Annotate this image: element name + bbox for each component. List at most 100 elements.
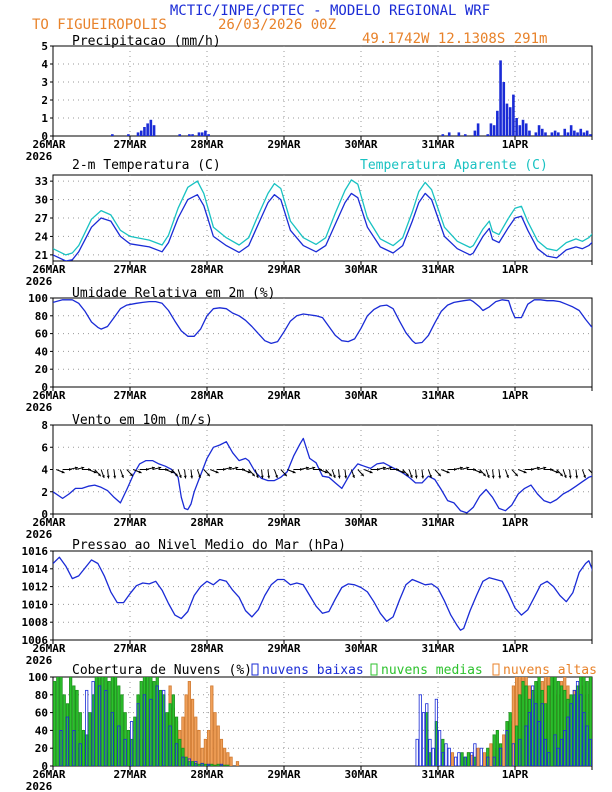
wind-arrow-head [97, 473, 101, 477]
model-title: MCTIC/INPE/CPTEC - MODELO REGIONAL WRF [170, 3, 490, 19]
mid-cloud-bar [223, 764, 227, 766]
y-tick-label: 1 [41, 112, 48, 125]
x-tick-label: 1APR [502, 389, 529, 402]
wind-arrow-head [429, 475, 432, 478]
low-cloud-bar [434, 698, 439, 766]
precip-bar [473, 130, 477, 136]
wind-arrow-head [498, 475, 502, 479]
station-coordinates: 49.1742W 12.1308S 291m [362, 31, 547, 47]
x-tick-label: 29MAR [267, 768, 300, 781]
low-cloud-bar [78, 743, 82, 766]
wind-arrow-head [543, 466, 547, 470]
precip-bar [589, 134, 592, 136]
y-tick-label: 1012 [22, 581, 49, 594]
run-time: 26/03/2026 00Z [218, 17, 336, 33]
precip-bar [569, 125, 573, 136]
wind-arrow-head [568, 475, 572, 479]
y-tick-label: 27 [35, 212, 48, 225]
precip-bar [534, 132, 538, 136]
low-cloud-bar [85, 689, 89, 766]
x-tick-label: 1APR [502, 642, 529, 655]
x-year-label: 2026 [26, 275, 53, 288]
legend-mid-clouds: nuvens medias [381, 663, 483, 678]
wind-arrow-head [482, 473, 486, 477]
high-cloud-bar [235, 761, 240, 766]
x-tick-label: 27MAR [113, 138, 146, 151]
low-cloud-bar [162, 689, 166, 766]
mid-cloud-bar [197, 763, 201, 766]
x-tick-label: 29MAR [267, 389, 300, 402]
mid-cloud-bar [152, 681, 156, 766]
high-cloud-bar [197, 730, 201, 766]
high-cloud-bar [203, 738, 207, 766]
precip-bar [540, 128, 544, 136]
x-tick-label: 31MAR [421, 642, 454, 655]
wind-arrow-head [151, 466, 155, 470]
high-cloud-bar [200, 747, 204, 766]
legend-high-clouds-swatch [492, 663, 500, 676]
wind-arrow-head [478, 470, 482, 474]
x-tick-label: 28MAR [190, 138, 223, 151]
precip-bar [550, 132, 554, 136]
x-tick-label: 31MAR [421, 768, 454, 781]
high-cloud-bar [184, 694, 188, 766]
panel-2: 21 24 27 30 33 26MAR 27MAR 28MAR 29MAR 30MAR 31MAR… [26, 158, 593, 288]
mid-cloud-bar [81, 730, 86, 766]
y-tick-label: 100 [28, 292, 48, 305]
low-cloud-bar [110, 712, 114, 766]
low-cloud-bar [97, 685, 102, 766]
high-cloud-bar [476, 747, 480, 766]
y-tick-label: 100 [28, 671, 48, 684]
apparent-temp-legend: Temperatura Aparente (C) [360, 158, 548, 173]
wind-arrow-head [292, 470, 296, 474]
wind-arrow-head [352, 475, 355, 478]
low-cloud-bar [563, 730, 567, 766]
wind-arrow-head [369, 470, 373, 474]
x-tick-label: 27MAR [113, 516, 146, 529]
low-cloud-bar [579, 694, 583, 766]
low-cloud-bar [444, 743, 448, 766]
x-tick-label: 31MAR [421, 263, 454, 276]
x-tick-label: 29MAR [267, 263, 300, 276]
mid-cloud-bar [139, 681, 143, 766]
x-tick-label: 27MAR [113, 768, 146, 781]
mid-cloud-bar [126, 730, 130, 766]
low-cloud-bar [553, 734, 557, 766]
low-cloud-bar [569, 703, 573, 766]
precip-bar [127, 134, 130, 136]
mid-cloud-bar [107, 681, 111, 766]
y-tick-label: 60 [35, 707, 48, 720]
wind-arrow-head [591, 475, 592, 476]
wind-arrow-head [101, 475, 105, 478]
high-cloud-bar [187, 681, 191, 766]
wind-arrow-head [93, 470, 97, 474]
panels: 0 1 2 3 4 5 26MAR 27MAR 28MAR 29MAR 30MAR 31MAR 1APR… [22, 34, 597, 792]
x-tick-label: 30MAR [344, 516, 377, 529]
high-cloud-bar [515, 677, 519, 766]
precip-bar [476, 123, 480, 136]
wind-arrow-head [583, 475, 586, 478]
wind-arrow [588, 469, 592, 474]
wind-arrow-head [275, 475, 278, 478]
low-cloud-bar [104, 689, 108, 766]
wind-arrow-head [183, 475, 187, 479]
wind-arrow-head [466, 466, 470, 470]
panel-3: 0 20 40 60 80 100 26MAR 27MAR 28MAR 29MAR 30MAR 31M… [26, 286, 593, 414]
low-cloud-bar [454, 756, 458, 766]
legend-high-clouds: nuvens altas [503, 663, 597, 678]
high-cloud-bar [216, 725, 220, 766]
wind-arrow-head [459, 466, 463, 470]
y-tick-label: 0 [41, 508, 48, 521]
x-tick-label: 1APR [502, 263, 529, 276]
wind-arrow-head [536, 466, 540, 470]
precip-bar [512, 94, 515, 136]
x-year-label: 2026 [26, 150, 53, 163]
precip-bar [111, 134, 114, 136]
high-cloud-bar [206, 730, 211, 766]
y-tick-label: 40 [35, 345, 48, 358]
wind-arrow-head [344, 475, 348, 479]
wind-arrow-head [389, 466, 393, 470]
mid-cloud-bar [466, 752, 471, 766]
low-cloud-bar [219, 763, 224, 766]
